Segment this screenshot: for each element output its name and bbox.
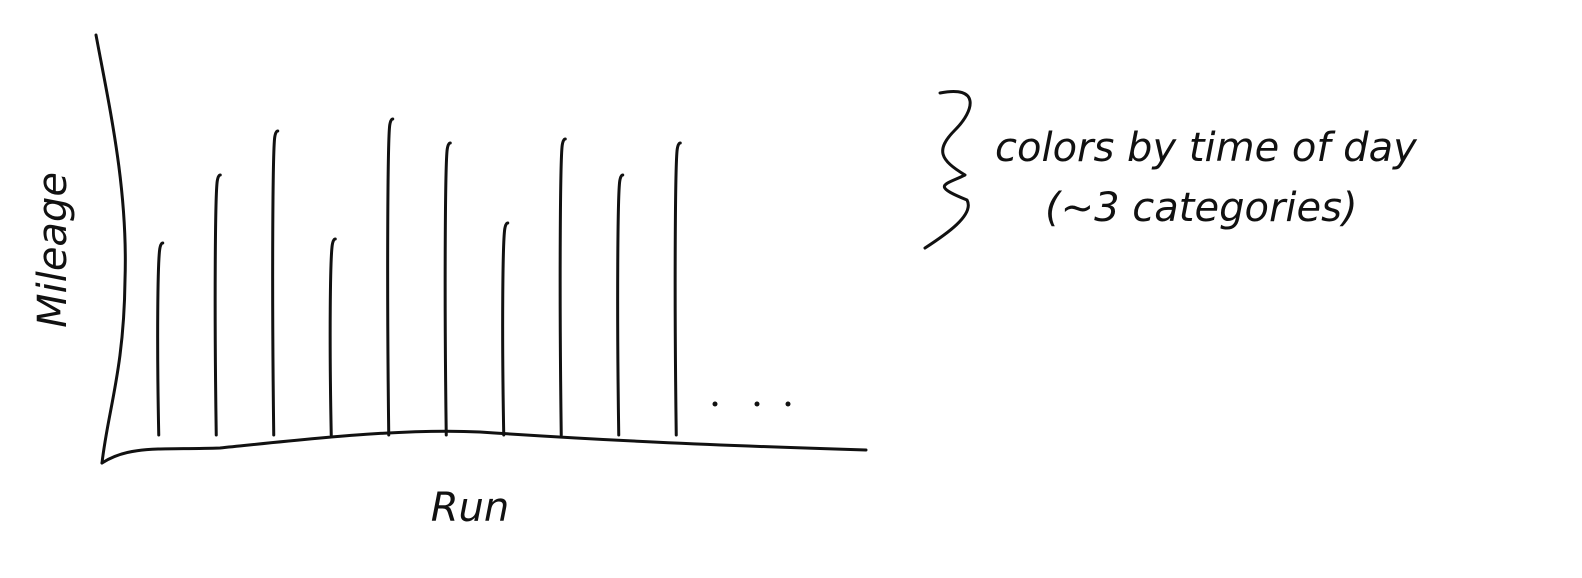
ellipsis-dot (712, 401, 718, 407)
y-axis-label: Mileage (30, 172, 76, 328)
bar (156, 241, 165, 437)
bar (616, 173, 625, 437)
y-axis (94, 33, 127, 465)
bar (443, 141, 452, 437)
annotation: colors by time of day (995, 125, 1418, 171)
brace (923, 90, 972, 250)
bar (328, 237, 337, 437)
bar (271, 129, 280, 437)
x-axis (100, 429, 868, 465)
ellipsis-dot (754, 401, 760, 407)
bar (558, 137, 567, 437)
annotation: (~3 categories) (1045, 185, 1358, 231)
bar (213, 173, 222, 437)
x-axis-label: Run (431, 485, 510, 531)
bar (501, 221, 510, 437)
bar (673, 141, 682, 437)
bar (386, 117, 395, 437)
ellipsis-dot (785, 401, 791, 407)
